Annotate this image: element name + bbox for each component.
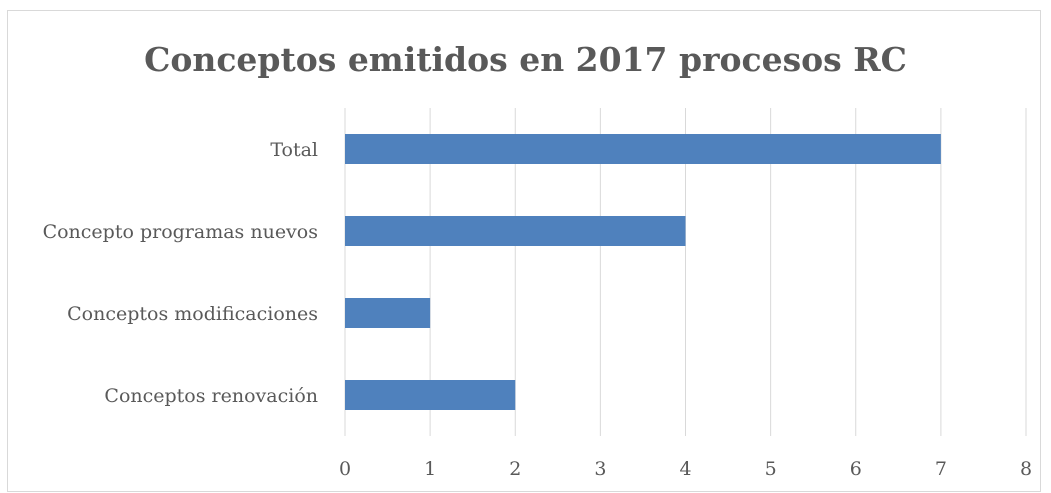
category-labels: Total Concepto programas nuevos Conceptos … xyxy=(43,139,318,407)
x-tick-label: 6 xyxy=(850,458,862,480)
bars xyxy=(345,134,941,410)
x-tick-label: 7 xyxy=(935,458,947,480)
bar xyxy=(345,380,516,410)
bar xyxy=(345,216,686,246)
x-tick-label: 4 xyxy=(679,458,691,480)
x-tick-label: 5 xyxy=(765,458,777,480)
x-tick-label: 1 xyxy=(424,458,436,480)
x-tick-label: 2 xyxy=(509,458,521,480)
category-label: Conceptos renovación xyxy=(104,385,318,407)
category-label: Conceptos modificaciones xyxy=(67,303,318,325)
category-label: Concepto programas nuevos xyxy=(43,221,318,243)
bar xyxy=(345,298,431,328)
x-axis-tick-labels: 0 1 2 3 4 5 6 7 8 xyxy=(339,458,1032,480)
x-tick-label: 0 xyxy=(339,458,351,480)
chart-title: Conceptos emitidos en 2017 procesos RC xyxy=(144,40,907,79)
x-tick-label: 8 xyxy=(1020,458,1032,480)
x-tick-label: 3 xyxy=(594,458,606,480)
category-label: Total xyxy=(270,139,318,161)
chart-frame xyxy=(7,10,1041,492)
bar xyxy=(345,134,941,164)
